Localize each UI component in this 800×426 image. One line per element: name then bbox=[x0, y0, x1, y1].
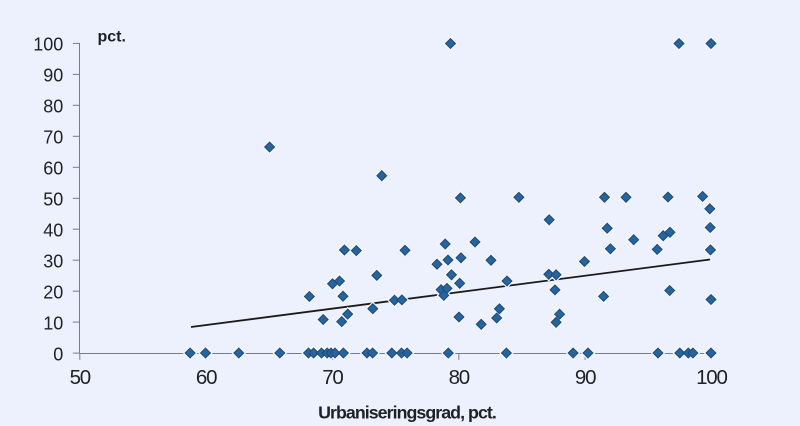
svg-text:Urbaniseringsgrad, pct.: Urbaniseringsgrad, pct. bbox=[318, 402, 496, 422]
svg-text:20: 20 bbox=[43, 283, 63, 303]
svg-text:100: 100 bbox=[696, 366, 727, 389]
svg-text:70: 70 bbox=[322, 366, 343, 389]
svg-text:90: 90 bbox=[575, 366, 596, 389]
svg-text:90: 90 bbox=[43, 66, 63, 86]
svg-text:50: 50 bbox=[70, 366, 91, 389]
svg-text:30: 30 bbox=[43, 252, 63, 272]
svg-text:80: 80 bbox=[449, 366, 470, 389]
svg-text:100: 100 bbox=[33, 35, 63, 55]
svg-text:60: 60 bbox=[196, 366, 217, 389]
svg-text:50: 50 bbox=[43, 190, 63, 210]
svg-text:0: 0 bbox=[53, 344, 63, 364]
svg-text:70: 70 bbox=[43, 128, 63, 148]
svg-text:40: 40 bbox=[43, 221, 63, 241]
svg-text:pct.: pct. bbox=[98, 28, 126, 45]
svg-text:60: 60 bbox=[43, 159, 63, 179]
svg-text:10: 10 bbox=[43, 313, 63, 333]
svg-text:80: 80 bbox=[43, 97, 63, 117]
